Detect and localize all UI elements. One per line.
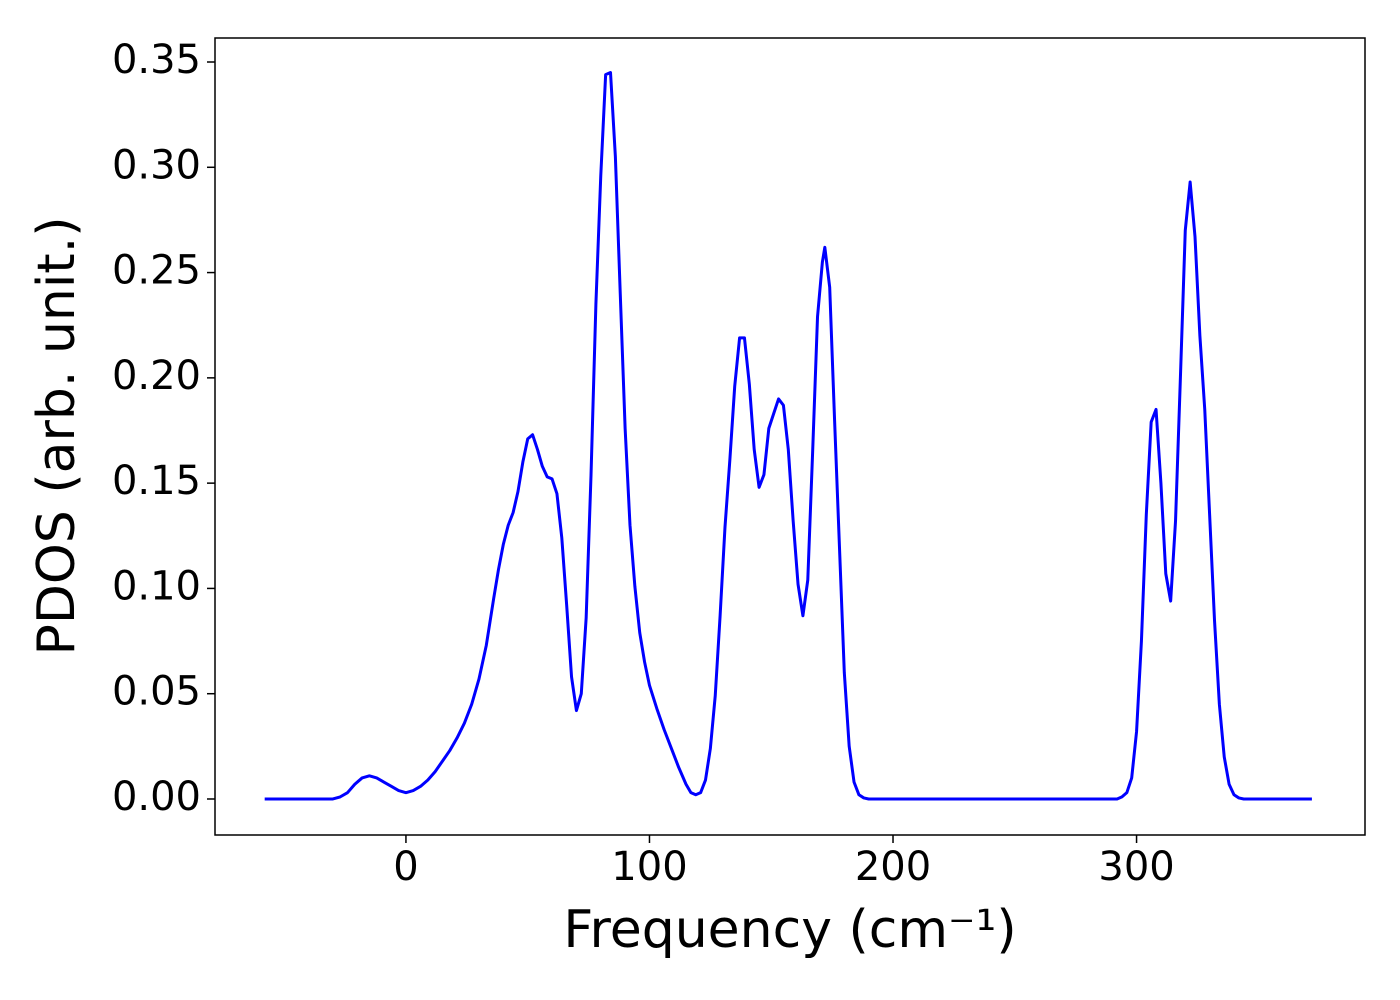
- data-line: [264, 71, 1312, 801]
- y-axis-label: PDOS (arb. unit.): [27, 216, 87, 655]
- y-tick-label: 0.00: [112, 774, 201, 820]
- y-tick-label: 0.10: [112, 563, 201, 609]
- y-tick-label: 0.20: [112, 353, 201, 399]
- y-tick-label: 0.25: [112, 248, 201, 294]
- x-tick-label: 200: [855, 844, 931, 890]
- plot-frame: [214, 37, 1366, 836]
- x-tick-label: 0: [393, 844, 418, 890]
- y-tick-label: 0.30: [112, 142, 201, 188]
- x-tick-label: 100: [611, 844, 687, 890]
- x-axis-label: Frequency (cm⁻¹): [563, 900, 1016, 960]
- y-tick-label: 0.15: [112, 458, 201, 504]
- y-tick-label: 0.05: [112, 669, 201, 715]
- y-tick-label: 0.35: [112, 37, 201, 83]
- x-tick-label: 300: [1098, 844, 1174, 890]
